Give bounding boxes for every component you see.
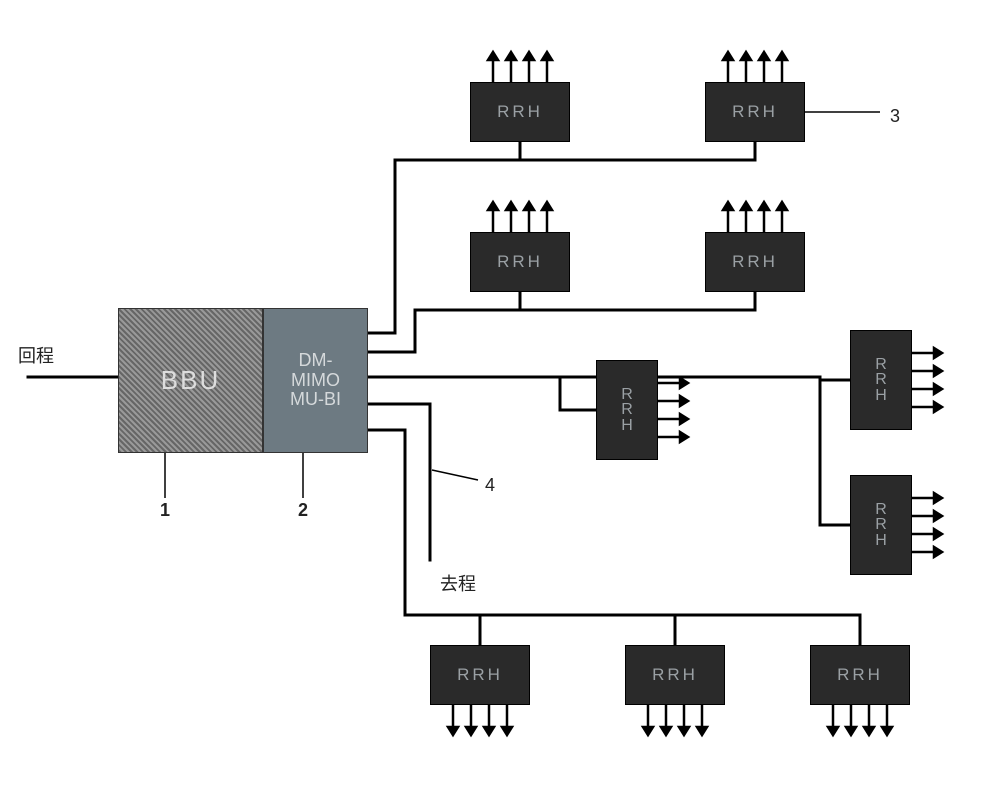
ref-num-3: 3 bbox=[890, 106, 900, 127]
label-fronthaul: 去程 bbox=[440, 570, 476, 596]
diagram-canvas: BBU DM- MIMO MU-BI RRH RRH RRH RRH RRH RRH RRH… bbox=[0, 0, 1000, 792]
bbu-block: BBU bbox=[118, 308, 263, 453]
label-backhaul: 回程 bbox=[18, 342, 54, 368]
rrh-block: RRH bbox=[850, 475, 912, 575]
dm-label: DM- MIMO MU-BI bbox=[290, 351, 341, 410]
rrh-block: RRH bbox=[430, 645, 530, 705]
rrh-block: RRH bbox=[810, 645, 910, 705]
dm-mimo-block: DM- MIMO MU-BI bbox=[263, 308, 368, 453]
rrh-block: RRH bbox=[705, 82, 805, 142]
ref-num-1: 1 bbox=[160, 500, 170, 521]
ref-num-4: 4 bbox=[485, 475, 495, 496]
bbu-label: BBU bbox=[161, 365, 220, 396]
ref-num-2: 2 bbox=[298, 500, 308, 521]
rrh-block: RRH bbox=[470, 82, 570, 142]
rrh-block: RRH bbox=[625, 645, 725, 705]
rrh-block: RRH bbox=[470, 232, 570, 292]
rrh-block: RRH bbox=[596, 360, 658, 460]
rrh-block: RRH bbox=[850, 330, 912, 430]
rrh-block: RRH bbox=[705, 232, 805, 292]
